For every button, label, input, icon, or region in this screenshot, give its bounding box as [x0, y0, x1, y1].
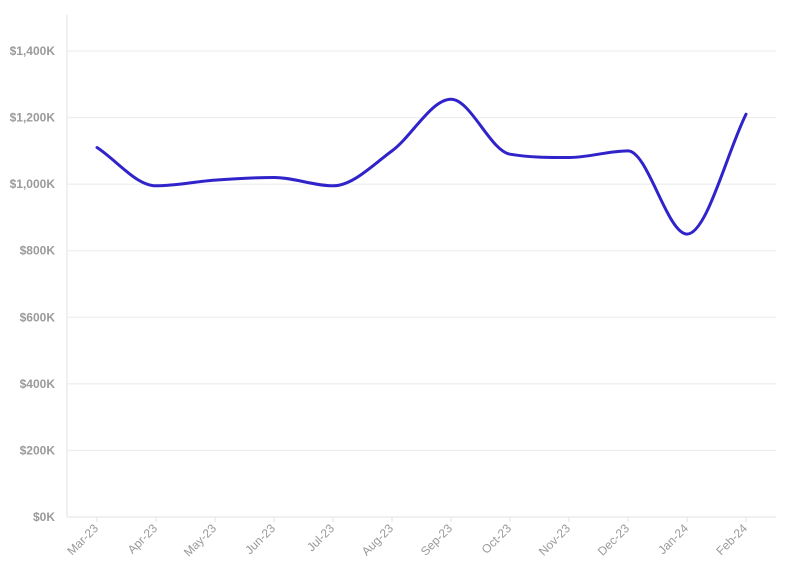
x-axis-tick-labels: Mar-23 Apr-23 May-23 Jun-23 Jul-23 Aug-23 Sep-…	[64, 517, 750, 559]
data-point-Nov-23	[567, 156, 571, 160]
y-tick-label-3: $600K	[20, 310, 56, 324]
y-axis-tick-labels: $0K $200K $400K $600K $800K $1,000K $1,200K $1,…	[10, 44, 56, 524]
x-tick-label-11: Feb-24	[713, 521, 750, 558]
series-layer	[95, 97, 748, 236]
data-point-Jul-23	[331, 184, 335, 188]
y-tick-label-1: $200K	[20, 443, 56, 457]
y-tick-label-4: $800K	[20, 244, 56, 258]
data-point-Jan-24	[685, 232, 689, 236]
x-tick-label-8: Nov-23	[536, 521, 573, 558]
y-tick-label-0: $0K	[33, 510, 55, 524]
x-tick-label-10: Jan-24	[655, 521, 691, 557]
x-tick-label-3: Jun-23	[242, 521, 278, 557]
grid-lines	[67, 50, 776, 451]
y-tick-label-5: $1,000K	[10, 177, 56, 191]
x-tick-label-4: Jul-23	[304, 521, 337, 554]
x-tick-label-6: Sep-23	[418, 521, 455, 558]
data-point-Mar-23	[95, 146, 99, 150]
data-point-Oct-23	[508, 152, 512, 156]
data-point-Apr-23	[154, 184, 158, 188]
y-tick-label-6: $1,200K	[10, 111, 56, 125]
data-point-Dec-23	[626, 149, 630, 153]
series-line-0	[95, 97, 748, 236]
x-tick-label-0: Mar-23	[64, 521, 101, 558]
y-tick-label-7: $1,400K	[10, 44, 56, 58]
x-tick-label-1: Apr-23	[125, 521, 161, 557]
x-tick-label-2: May-23	[181, 521, 219, 559]
axes	[66, 15, 776, 518]
data-point-Feb-24	[744, 112, 748, 116]
y-tick-label-2: $400K	[20, 377, 56, 391]
data-point-May-23	[213, 178, 217, 182]
x-tick-label-9: Dec-23	[595, 521, 632, 558]
data-point-Jun-23	[272, 175, 276, 179]
x-tick-label-7: Oct-23	[479, 521, 515, 557]
data-point-Sep-23	[449, 97, 453, 101]
x-tick-label-5: Aug-23	[359, 521, 396, 558]
data-point-Aug-23	[390, 149, 394, 153]
